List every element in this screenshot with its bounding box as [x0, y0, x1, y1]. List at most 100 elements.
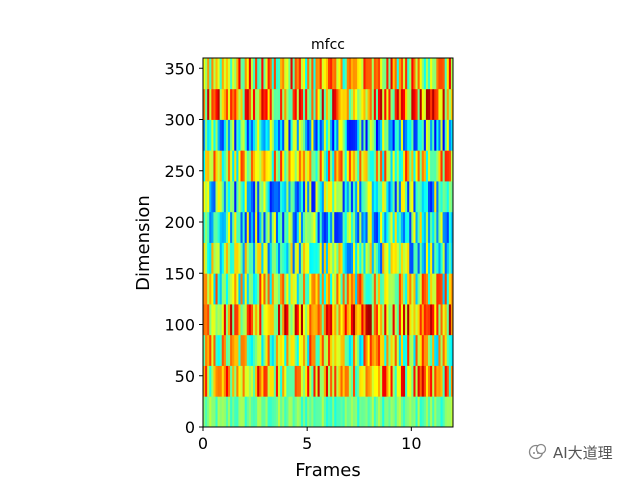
- heatmap-cell: [346, 88, 350, 120]
- heatmap-cell: [300, 334, 304, 366]
- heatmap-cell: [223, 211, 227, 243]
- heatmap-cell: [317, 58, 321, 90]
- heatmap-cell: [215, 334, 218, 366]
- heatmap-cell: [255, 304, 258, 336]
- heatmap-cell: [334, 58, 337, 90]
- chart-title: mfcc: [311, 37, 345, 53]
- heatmap-cell: [240, 396, 243, 428]
- heatmap-cell: [219, 150, 223, 182]
- heatmap-cell: [236, 119, 239, 151]
- heatmap-cell: [248, 304, 252, 336]
- heatmap-cell: [448, 304, 452, 336]
- heatmap-cell: [448, 273, 452, 305]
- heatmap-cell: [363, 211, 366, 243]
- heatmap-cell: [223, 365, 227, 397]
- heatmap-cell: [230, 58, 233, 90]
- heatmap-cell: [228, 334, 231, 366]
- heatmap-cell: [261, 334, 264, 366]
- heatmap-cell: [273, 150, 277, 182]
- heatmap-cell: [225, 119, 229, 151]
- heatmap-cell: [232, 181, 235, 213]
- heatmap-cell: [246, 242, 250, 274]
- heatmap-cell: [223, 119, 227, 151]
- heatmap-cell: [240, 150, 243, 182]
- heatmap-cell: [282, 273, 285, 305]
- heatmap-cell: [242, 396, 246, 428]
- heatmap-cell: [309, 58, 312, 90]
- heatmap-cell: [440, 396, 443, 428]
- heatmap-cell: [294, 304, 298, 336]
- heatmap-cell: [203, 273, 206, 305]
- heatmap-cell: [288, 211, 291, 243]
- heatmap-cell: [250, 88, 254, 120]
- heatmap-cell: [298, 396, 302, 428]
- heatmap-cell: [344, 119, 348, 151]
- heatmap-cell: [230, 119, 233, 151]
- heatmap-cell: [325, 150, 329, 182]
- heatmap-cell: [434, 365, 437, 397]
- heatmap-cell: [371, 58, 375, 90]
- heatmap-cell: [415, 365, 418, 397]
- heatmap-cell: [259, 150, 262, 182]
- heatmap-cell: [332, 119, 335, 151]
- heatmap-cell: [236, 88, 239, 120]
- heatmap-cell: [323, 211, 327, 243]
- heatmap-cell: [430, 365, 433, 397]
- heatmap-cell: [215, 181, 218, 213]
- heatmap-cell: [421, 242, 425, 274]
- heatmap-cell: [321, 88, 325, 120]
- heatmap-cell: [442, 119, 446, 151]
- heatmap-cell: [257, 273, 260, 305]
- heatmap-cell: [428, 273, 431, 305]
- heatmap-cell: [225, 396, 229, 428]
- heatmap-cell: [407, 396, 410, 428]
- heatmap-cell: [294, 396, 298, 428]
- heatmap-cell: [275, 119, 279, 151]
- heatmap-cell: [344, 273, 348, 305]
- heatmap-cell: [294, 88, 298, 120]
- heatmap-cell: [313, 365, 316, 397]
- heatmap-cell: [436, 304, 439, 336]
- heatmap-cell: [228, 181, 231, 213]
- heatmap-cell: [359, 211, 362, 243]
- heatmap: [203, 58, 454, 428]
- heatmap-cell: [313, 396, 316, 428]
- heatmap-cell: [307, 58, 310, 90]
- heatmap-cell: [265, 396, 268, 428]
- heatmap-cell: [311, 242, 314, 274]
- heatmap-cell: [205, 150, 208, 182]
- heatmap-cell: [365, 242, 368, 274]
- heatmap-cell: [400, 304, 404, 336]
- heatmap-cell: [253, 365, 256, 397]
- heatmap-cell: [282, 181, 285, 213]
- heatmap-cell: [363, 304, 366, 336]
- heatmap-cell: [436, 365, 439, 397]
- heatmap-cell: [411, 396, 414, 428]
- heatmap-cell: [444, 181, 448, 213]
- heatmap-cell: [207, 211, 210, 243]
- heatmap-cell: [259, 211, 262, 243]
- heatmap-cell: [365, 304, 368, 336]
- heatmap-cell: [319, 119, 323, 151]
- heatmap-cell: [346, 242, 350, 274]
- heatmap-cell: [209, 181, 212, 213]
- heatmap-cell: [373, 211, 377, 243]
- x-axis: 0 5 10: [198, 427, 422, 453]
- heatmap-cell: [288, 242, 291, 274]
- heatmap-cell: [432, 88, 435, 120]
- heatmap-cell: [403, 211, 406, 243]
- heatmap-cell: [336, 88, 339, 120]
- heatmap-cell: [415, 181, 418, 213]
- heatmap-cell: [221, 211, 225, 243]
- heatmap-cell: [425, 273, 429, 305]
- heatmap-cell: [421, 211, 425, 243]
- heatmap-cell: [398, 334, 402, 366]
- heatmap-cell: [213, 58, 216, 90]
- heatmap-cell: [405, 273, 408, 305]
- heatmap-cell: [409, 365, 412, 397]
- heatmap-cell: [361, 334, 364, 366]
- heatmap-cell: [267, 211, 271, 243]
- heatmap-cell: [398, 181, 402, 213]
- heatmap-cell: [296, 211, 300, 243]
- heatmap-cell: [313, 273, 316, 305]
